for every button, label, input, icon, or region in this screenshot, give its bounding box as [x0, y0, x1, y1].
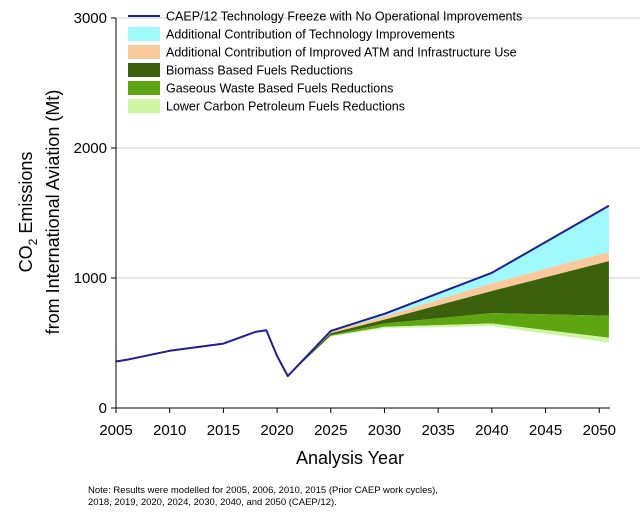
x-tick-label-2030: 2030	[368, 422, 401, 439]
x-tick-label-2010: 2010	[153, 422, 186, 439]
y-tick-label-1000: 1000	[74, 270, 107, 287]
line-technology-freeze	[115, 204, 610, 378]
emissions-chart: 0 1000 2000 3000 2005 2010 2015 2020 2025 2030 203…	[16, 10, 640, 468]
legend-label-gaseous-waste-based-fuels-reductions: Gaseous Waste Based Fuels Reductions	[166, 82, 393, 96]
x-tick-label-2040: 2040	[475, 422, 508, 439]
footnote: Note: Results were modelled for 2005, 20…	[88, 485, 438, 509]
legend-swatch-biomass-based-fuels-reductions	[128, 63, 160, 77]
legend-swatch-gaseous-waste-based-fuels-reductions	[128, 81, 160, 95]
y-axis-title-co: CO	[16, 245, 36, 272]
legend-label-biomass-based-fuels-reductions: Biomass Based Fuels Reductions	[166, 64, 353, 78]
legend: CAEP/12 Technology Freeze with No Operat…	[128, 10, 522, 114]
legend-swatch-lower-carbon-petroleum-fuels-reductions	[128, 99, 160, 113]
x-tick-label-2045: 2045	[529, 422, 562, 439]
y-tick-label-0: 0	[99, 400, 107, 417]
y-tick-label-2000: 2000	[74, 140, 107, 157]
legend-label-additional-contribution-of-technology-improvements: Additional Contribution of Technology Im…	[166, 28, 455, 42]
y-axis-title-subscript: 2	[26, 238, 40, 245]
axes	[111, 17, 610, 413]
x-axis-title: Analysis Year	[296, 448, 404, 468]
x-tick-label-2020: 2020	[260, 422, 293, 439]
footnote-line-2: 2018, 2019, 2020, 2024, 2030, 2040, and …	[88, 497, 337, 508]
y-axis-title-line2: from International Aviation (Mt)	[43, 90, 63, 335]
area-additional-contribution-of-technology-improvements	[287, 205, 609, 377]
tick-labels: 0 1000 2000 3000 2005 2010 2015 2020 2025 2030 203…	[74, 10, 616, 439]
x-tick-label-2050: 2050	[583, 422, 616, 439]
y-axis-title-emissions: Emissions	[16, 152, 36, 239]
area-biomass-based-fuels-reductions	[287, 261, 609, 377]
legend-swatch-additional-contribution-of-improved-atm-and-infrastructure-use	[128, 45, 160, 59]
area-gaseous-waste-based-fuels-reductions	[287, 313, 609, 377]
legend-swatch-additional-contribution-of-technology-improvements	[128, 27, 160, 41]
line-series	[115, 204, 610, 378]
x-tick-label-2035: 2035	[421, 422, 454, 439]
x-tick-label-2015: 2015	[207, 422, 240, 439]
legend-label-lower-carbon-petroleum-fuels-reductions: Lower Carbon Petroleum Fuels Reductions	[166, 100, 405, 114]
x-tick-label-2025: 2025	[314, 422, 347, 439]
y-tick-label-3000: 3000	[74, 10, 107, 27]
y-axis-title: CO2 Emissions from International Aviatio…	[16, 90, 63, 335]
area-series	[287, 205, 609, 377]
area-additional-contribution-of-improved-atm-and-infrastructure-use	[287, 252, 609, 377]
legend-label-caep-12-technology-freeze-with-no-operational-improvements: CAEP/12 Technology Freeze with No Operat…	[166, 10, 522, 24]
footnote-line-1: Note: Results were modelled for 2005, 20…	[88, 485, 438, 496]
svg-text:CO2 Emissions: CO2 Emissions	[16, 152, 40, 273]
legend-label-additional-contribution-of-improved-atm-and-infrastructure-use: Additional Contribution of Improved ATM …	[166, 46, 517, 60]
x-tick-label-2005: 2005	[99, 422, 132, 439]
